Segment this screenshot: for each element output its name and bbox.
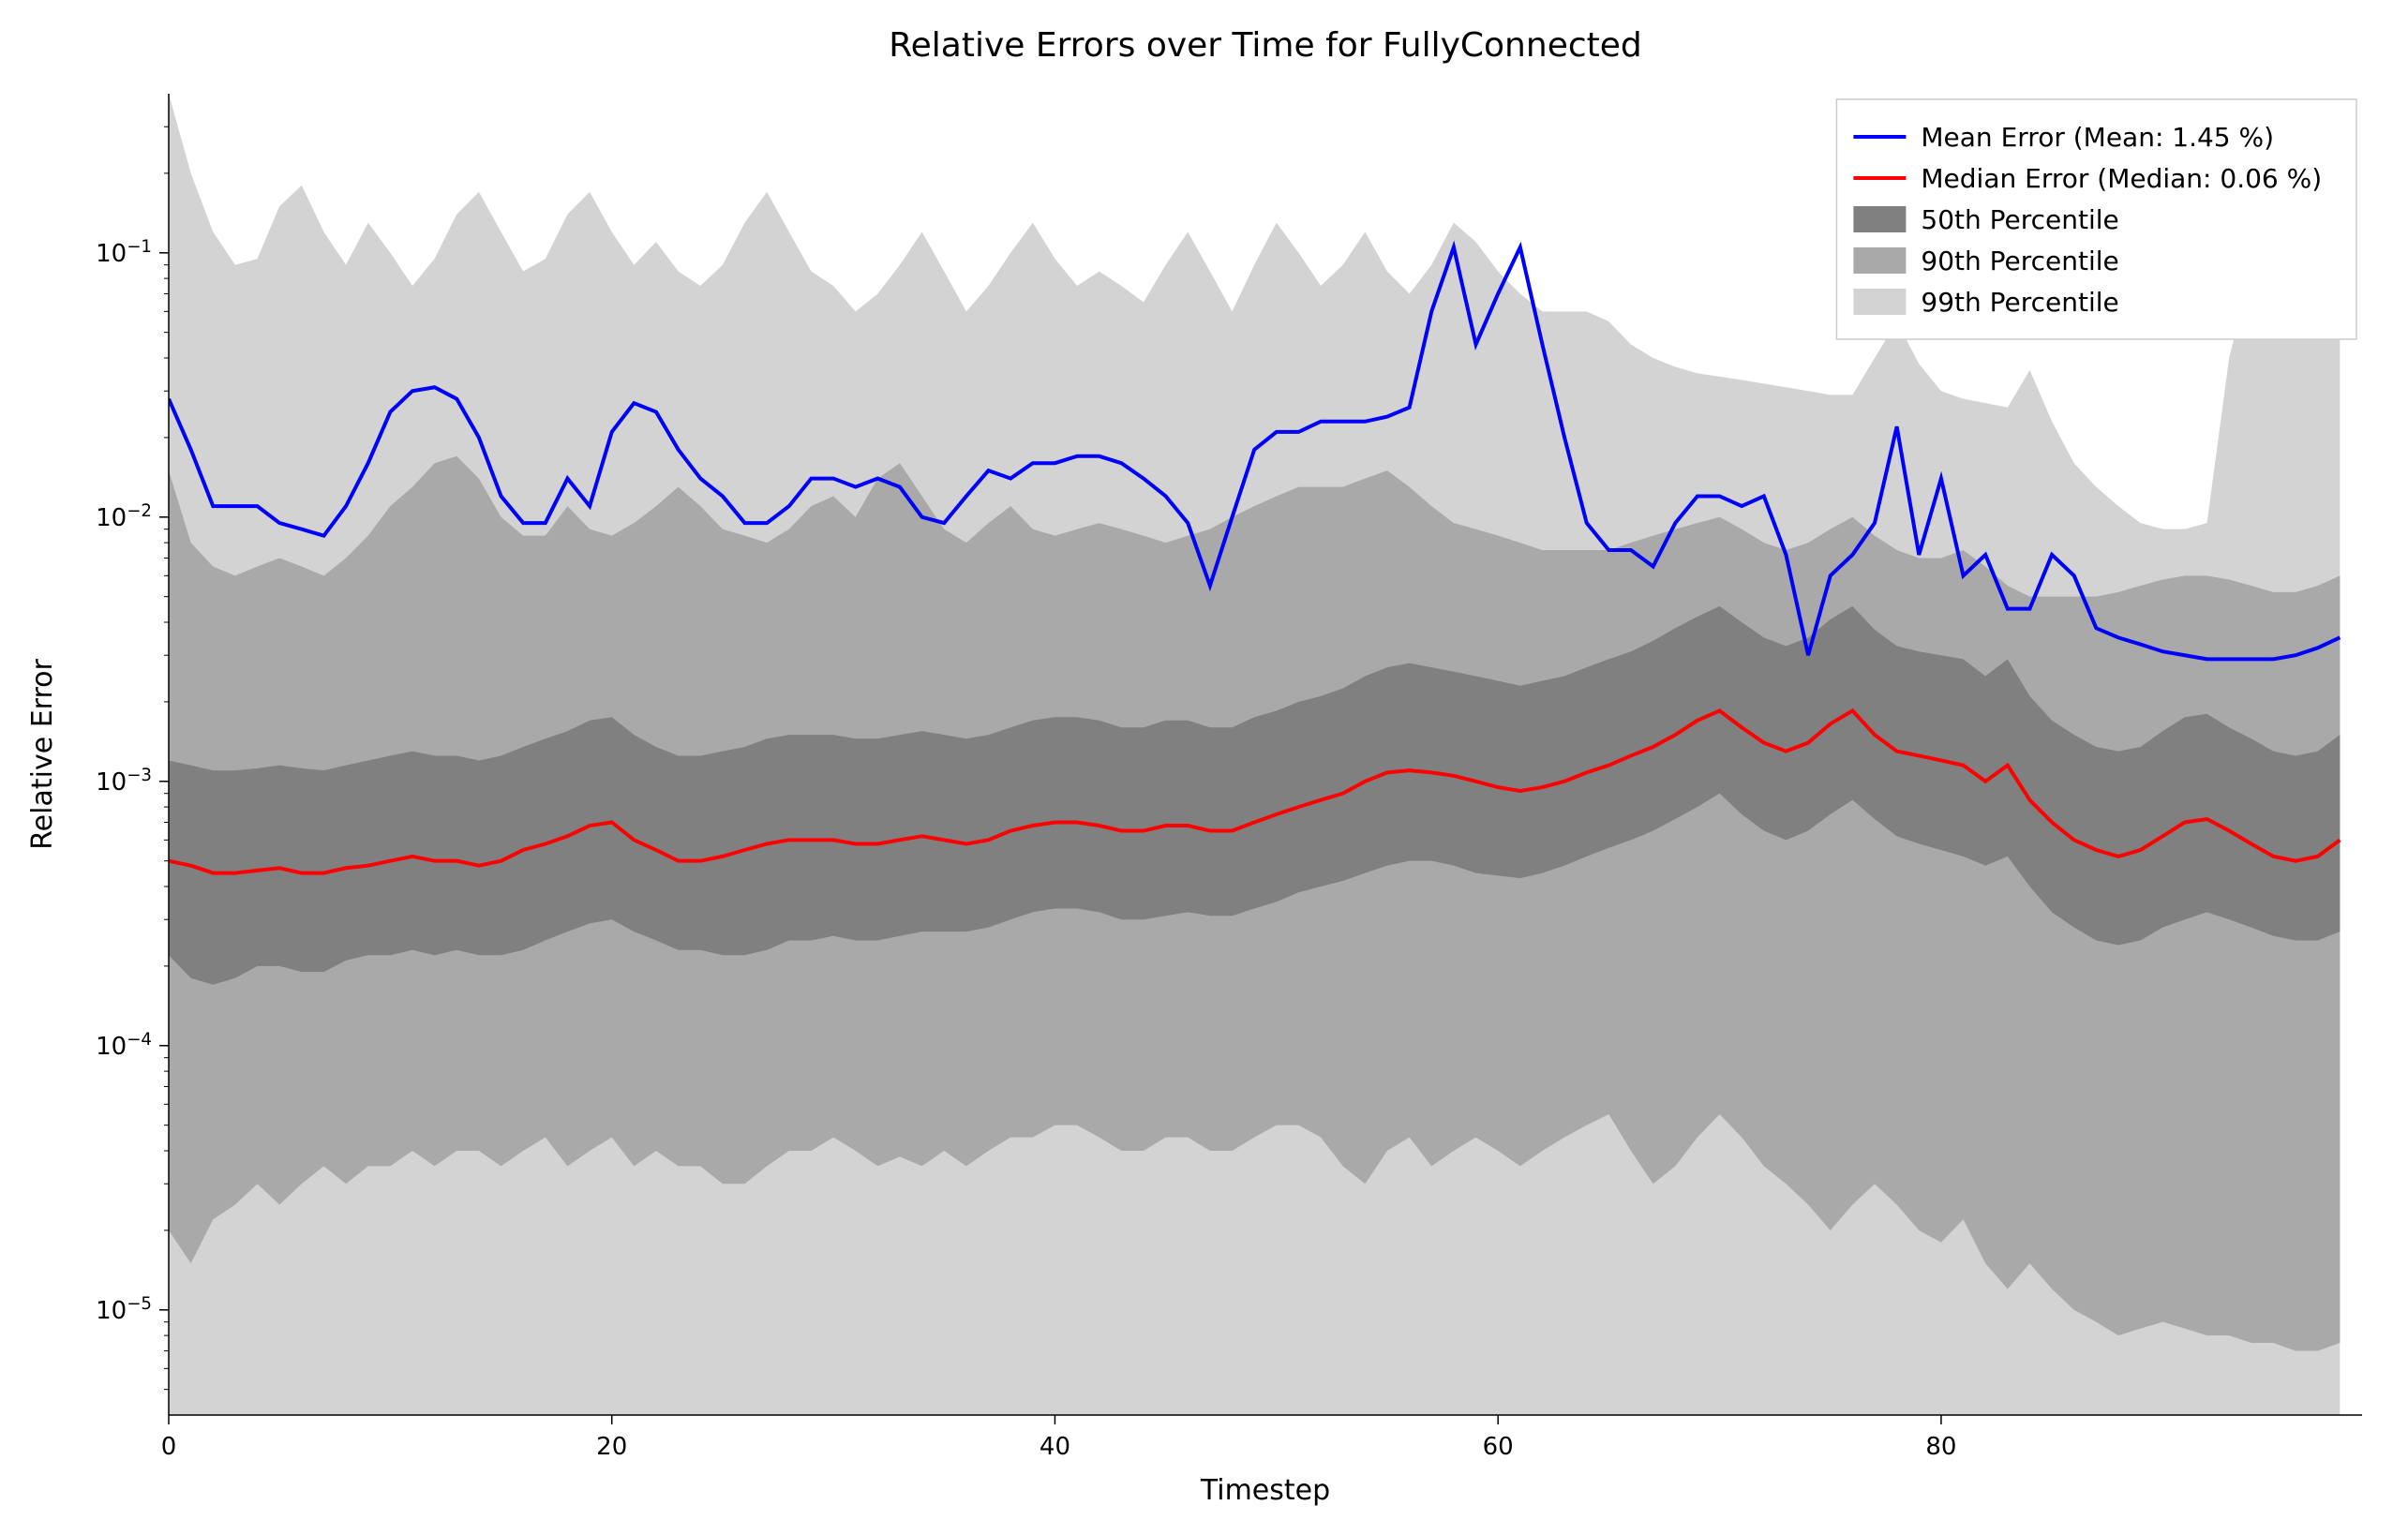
- x-tick-label: 20: [596, 1433, 627, 1461]
- legend-label: 90th Percentile: [1921, 246, 2118, 276]
- x-tick-label: 0: [161, 1433, 177, 1461]
- legend: Mean Error (Mean: 1.45 %) Median Error (M…: [1836, 99, 2356, 339]
- legend-label: 99th Percentile: [1921, 287, 2118, 318]
- x-tick-label: 60: [1483, 1433, 1514, 1461]
- legend-swatch-patch: [1853, 206, 1906, 232]
- chart-title: Relative Errors over Time for FullyConne…: [889, 26, 1642, 65]
- chart-svg: 02040608010−510−410−310−210−1TimestepRel…: [0, 0, 2408, 1535]
- legend-swatch-patch: [1853, 247, 1906, 274]
- legend-label: 50th Percentile: [1921, 204, 2118, 235]
- legend-label: Median Error (Median: 0.06 %): [1921, 163, 2322, 194]
- y-axis-label: Relative Error: [26, 659, 59, 850]
- legend-label: Mean Error (Mean: 1.45 %): [1921, 122, 2274, 153]
- legend-swatch-patch: [1853, 289, 1906, 315]
- x-axis-label: Timestep: [1200, 1474, 1330, 1507]
- x-tick-label: 40: [1039, 1433, 1070, 1461]
- x-tick-label: 80: [1925, 1433, 1956, 1461]
- chart-container: 02040608010−510−410−310−210−1TimestepRel…: [0, 0, 2408, 1535]
